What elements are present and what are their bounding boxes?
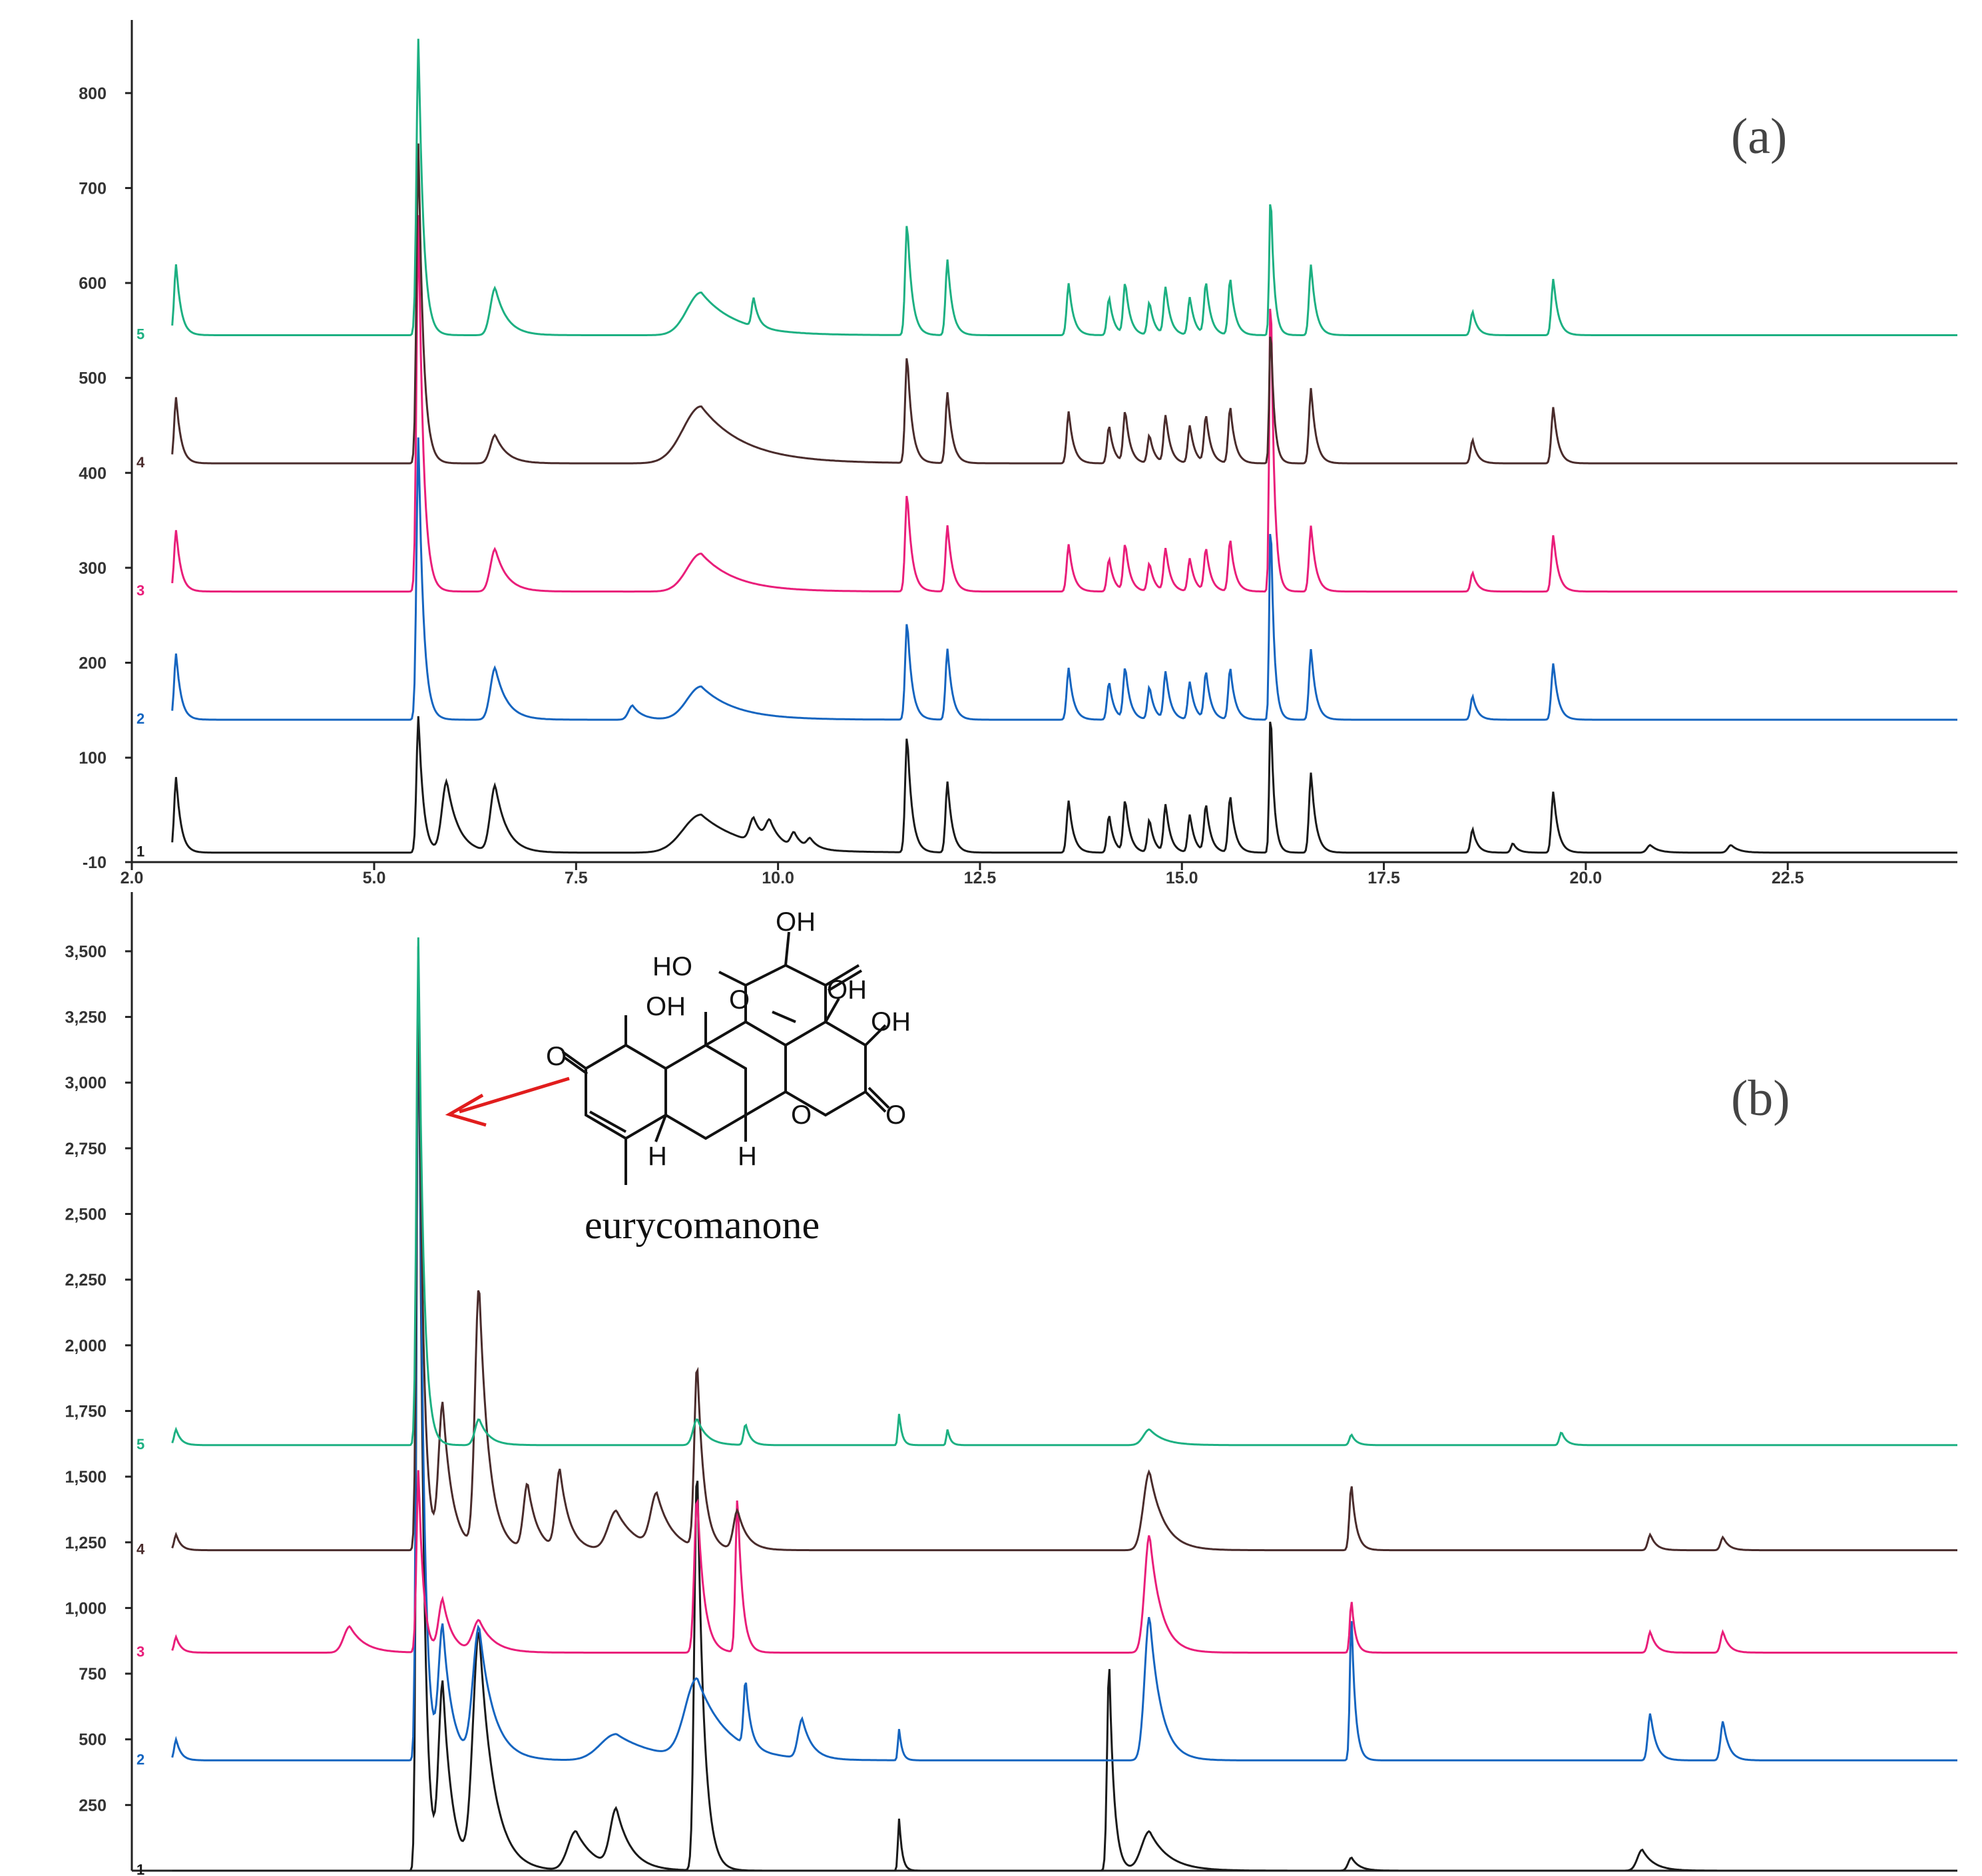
trace-a-5 (171, 39, 1957, 336)
trace-number-label: 5 (136, 1436, 144, 1453)
y-tick-label: 100 (79, 749, 107, 768)
y-tick-label: 3,500 (65, 943, 107, 961)
y-tick-label: 800 (79, 85, 107, 103)
y-tick-label: 1,000 (65, 1599, 107, 1618)
svg-text:O: O (546, 1042, 567, 1071)
svg-text:HO: HO (652, 952, 692, 981)
trace-number-label: 5 (136, 326, 144, 342)
svg-text:OH: OH (871, 1007, 911, 1037)
trace-a-2 (171, 437, 1957, 721)
panel-a-traces: 1 2 3 4 5 (136, 39, 1957, 860)
x-tick-label: 7.5 (565, 869, 588, 887)
trace-b-1 (172, 946, 1957, 1872)
y-tick-label: 600 (79, 274, 107, 293)
y-tick-label: 500 (79, 1731, 107, 1750)
x-tick-label: 5.0 (363, 869, 386, 887)
y-tick-label: 3,000 (65, 1074, 107, 1092)
x-tick-label: 15.0 (1166, 869, 1198, 887)
svg-text:OH: OH (776, 907, 816, 937)
y-tick-label: 2,500 (65, 1206, 107, 1224)
y-tick-label: 1,500 (65, 1468, 107, 1487)
panel-a-y-ticks: -10 100 200 300 400 500 600 700 800 (79, 85, 132, 872)
x-tick-label: 10.0 (762, 869, 794, 887)
trace-a-1 (171, 716, 1957, 854)
trace-b-2 (171, 953, 1957, 1761)
y-tick-label: 2,000 (65, 1337, 107, 1355)
trace-number-label: 2 (136, 1751, 144, 1767)
x-tick-label: 17.5 (1367, 869, 1400, 887)
y-tick-label: 400 (79, 464, 107, 483)
svg-text:O: O (791, 1100, 812, 1130)
trace-number-label: 1 (136, 1861, 144, 1876)
y-tick-label: 250 (79, 1796, 107, 1815)
x-tick-label: 22.5 (1772, 869, 1804, 887)
x-tick-label: 2.0 (121, 869, 144, 887)
svg-text:O: O (885, 1100, 906, 1130)
svg-text:H: H (648, 1142, 667, 1171)
y-tick-label: 1,750 (65, 1402, 107, 1421)
y-tick-label: 200 (79, 654, 107, 673)
annotation-arrow (445, 1076, 570, 1127)
trace-b-4 (171, 977, 1957, 1552)
svg-text:OH: OH (827, 975, 867, 1005)
y-tick-label: 3,250 (65, 1009, 107, 1027)
y-tick-label: -10 (83, 853, 107, 872)
trace-number-label: 3 (136, 583, 144, 599)
trace-b-3 (171, 1470, 1957, 1654)
panel-b-y-ticks: 250 500 750 1,000 1,250 1,500 1,750 2,000 2,250 2… (65, 943, 132, 1815)
trace-number-label: 4 (136, 1541, 145, 1558)
panel-a-label: (a) (1731, 109, 1787, 164)
trace-b-5 (171, 937, 1957, 1447)
trace-number-label: 1 (136, 843, 144, 860)
trace-number-label: 4 (136, 454, 145, 471)
trace-a-4 (171, 143, 1957, 465)
eurycomanone-label: eurycomanone (585, 1203, 820, 1247)
svg-text:H: H (738, 1142, 757, 1171)
svg-text:OH: OH (646, 992, 686, 1021)
svg-text:O: O (729, 985, 750, 1015)
panel-b-traces: 1 2 3 4 5 (136, 937, 1957, 1876)
trace-a-3 (171, 215, 1957, 593)
y-tick-label: 300 (79, 559, 107, 578)
eurycomanone-structure: O OH HO OH O OH OH O O H H eurycomanone (546, 907, 911, 1247)
panel-b: 250 500 750 1,000 1,250 1,500 1,750 2,000 2,250 2… (65, 892, 1957, 1876)
x-tick-label: 20.0 (1570, 869, 1603, 887)
panel-b-label: (b) (1731, 1070, 1790, 1126)
y-tick-label: 750 (79, 1665, 107, 1684)
trace-number-label: 3 (136, 1643, 144, 1660)
y-tick-label: 2,250 (65, 1271, 107, 1290)
panel-a: -10 100 200 300 400 500 600 700 800 2.0 5.0 7.5 10.… (79, 20, 1957, 887)
trace-number-label: 2 (136, 710, 144, 727)
panel-a-x-ticks: 2.0 5.0 7.5 10.0 12.5 15.0 17.5 20.0 22.5 (121, 862, 1804, 887)
x-tick-label: 12.5 (964, 869, 997, 887)
y-tick-label: 500 (79, 369, 107, 388)
y-tick-label: 700 (79, 179, 107, 198)
y-tick-label: 2,750 (65, 1140, 107, 1158)
y-tick-label: 1,250 (65, 1534, 107, 1552)
